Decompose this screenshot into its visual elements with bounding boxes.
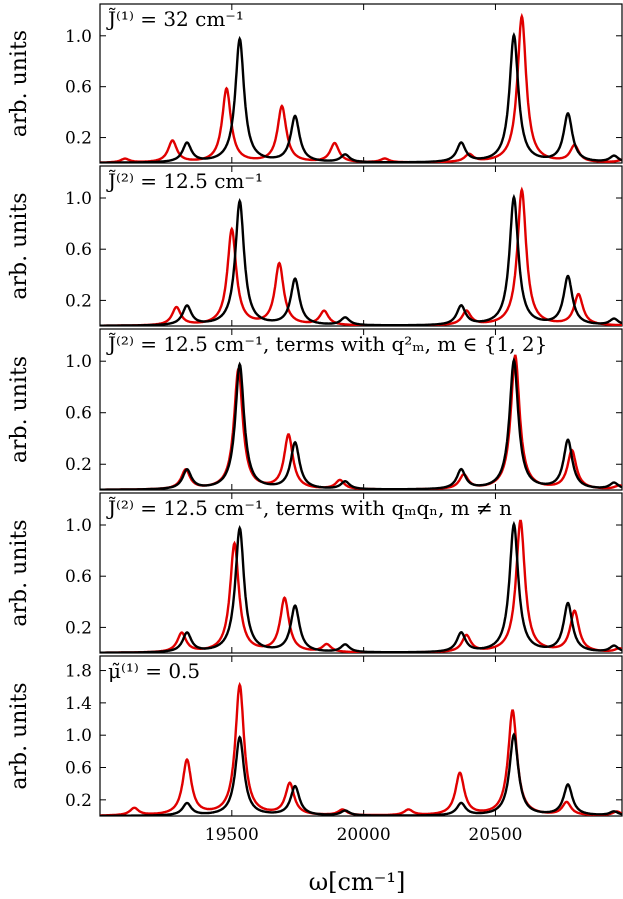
series-line-red: [100, 681, 622, 816]
panel-4: 0.2 0.6 1.0 arb. units J̃⁽²⁾ = 12.5 cm⁻¹, te…: [7, 492, 623, 654]
y-tick-label: 0.2: [65, 791, 92, 811]
y-tick-label: 1.0: [65, 352, 92, 372]
y-axis-label: arb. units: [7, 30, 32, 137]
series-line-black: [100, 520, 622, 653]
y-tick-label: 1.0: [65, 516, 92, 536]
y-tick-label: 1.4: [65, 694, 92, 714]
series-line-black: [100, 732, 622, 816]
y-tick-label: 1.8: [65, 662, 92, 682]
panel-title: J̃⁽²⁾ = 12.5 cm⁻¹, terms with qₘqₙ, m ≠ …: [106, 496, 512, 520]
panel-1: 0.2 0.6 1.0 arb. units J̃⁽¹⁾ = 32 cm⁻¹: [7, 3, 623, 164]
panel-5: 0.2 0.6 1.0 1.4 1.8 arb. units μ̃⁽¹⁾ = 0.5: [7, 655, 623, 817]
x-axis-label: ω[cm⁻¹]: [309, 868, 406, 896]
panel-frame: [99, 3, 623, 164]
y-tick-label: 1.0: [65, 189, 92, 209]
y-axis-label: arb. units: [7, 519, 32, 626]
panel-frame: [99, 328, 623, 491]
y-tick-label: 0.2: [65, 129, 92, 149]
y-tick-label: 0.6: [65, 404, 92, 424]
y-tick-label: 0.2: [65, 618, 92, 638]
x-axis-tick-labels: 19500 20000 20500: [205, 825, 523, 845]
panel-title: J̃⁽¹⁾ = 32 cm⁻¹: [106, 7, 244, 31]
series-line-black: [100, 357, 622, 490]
y-tick-label: 1.0: [65, 27, 92, 47]
chart-panels: 0.2 0.6 1.0 arb. units J̃⁽¹⁾ = 32 cm⁻¹ 0.2 0.6…: [7, 3, 623, 817]
series-line-red: [100, 519, 622, 653]
y-tick-label: 0.6: [65, 240, 92, 260]
y-tick-label: 0.2: [65, 455, 92, 475]
y-tick-label: 0.2: [65, 291, 92, 311]
y-tick-label: 0.6: [65, 567, 92, 587]
y-axis-label: arb. units: [7, 192, 32, 299]
panel-title: μ̃⁽¹⁾ = 0.5: [108, 659, 200, 683]
panel-title: J̃⁽²⁾ = 12.5 cm⁻¹, terms with q²ₘ, m ∈ {…: [106, 332, 547, 356]
y-tick-label: 1.0: [65, 726, 92, 746]
panel-2: 0.2 0.6 1.0 arb. units J̃⁽²⁾ = 12.5 cm⁻¹: [7, 165, 623, 327]
x-tick-label: 19500: [205, 825, 259, 845]
x-tick-label: 20500: [468, 825, 522, 845]
y-tick-label: 0.6: [65, 759, 92, 779]
panel-3: 0.2 0.6 1.0 arb. units J̃⁽²⁾ = 12.5 cm⁻¹, te…: [7, 328, 623, 491]
y-axis-label: arb. units: [7, 682, 32, 789]
series-line-black: [100, 193, 622, 326]
y-axis-label: arb. units: [7, 356, 32, 463]
series-line-red: [100, 12, 622, 163]
y-tick-label: 0.6: [65, 78, 92, 98]
x-tick-label: 20000: [337, 825, 391, 845]
series-line-red: [100, 354, 622, 490]
series-line-red: [100, 186, 622, 326]
panel-title: J̃⁽²⁾ = 12.5 cm⁻¹: [106, 169, 263, 193]
series-line-black: [100, 31, 622, 163]
